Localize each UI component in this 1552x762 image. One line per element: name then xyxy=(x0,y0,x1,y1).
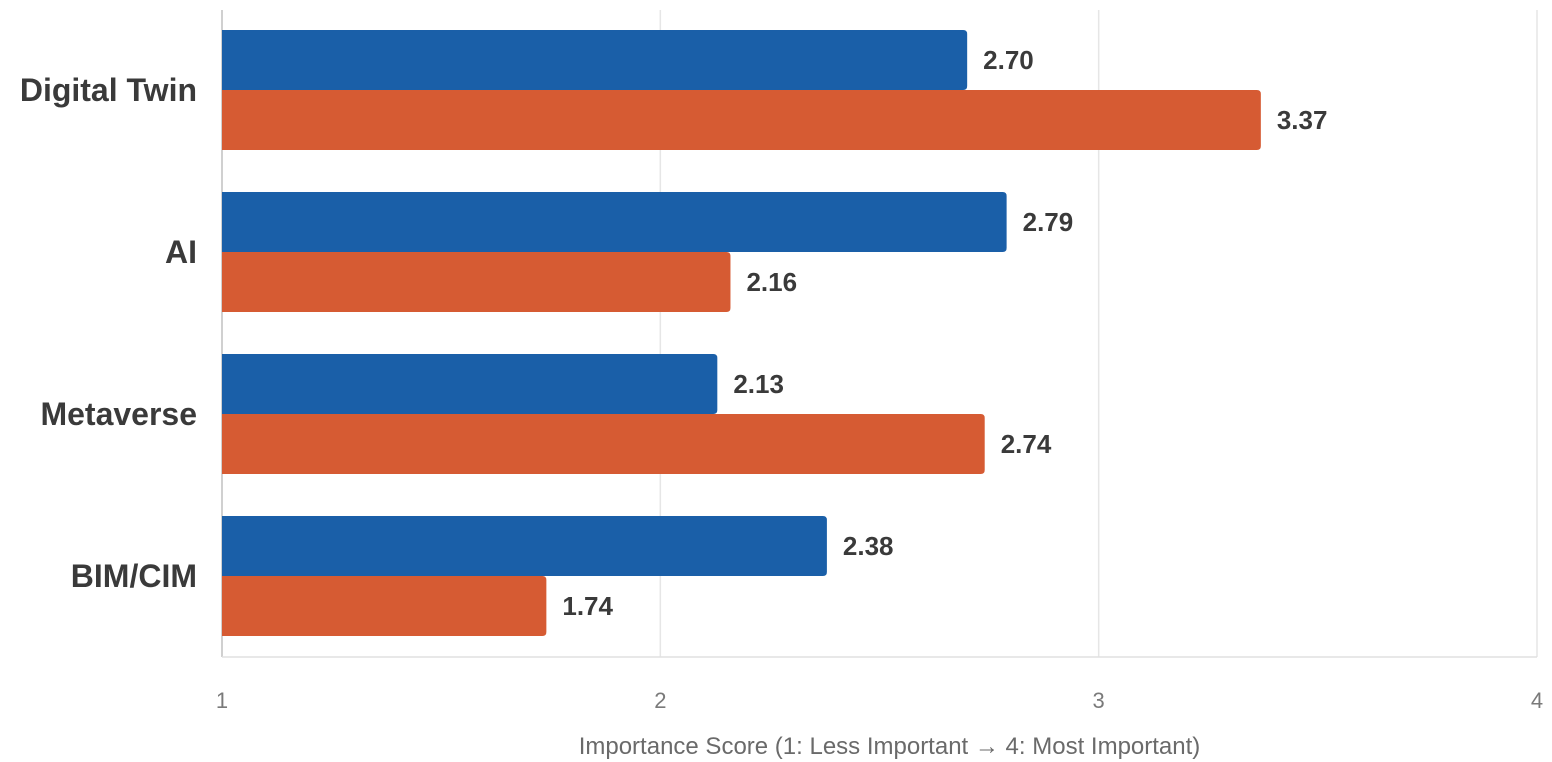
category-label: Digital Twin xyxy=(20,72,197,108)
x-tick-label: 1 xyxy=(216,688,228,713)
category-label: AI xyxy=(165,234,197,270)
value-label: 2.38 xyxy=(843,531,894,561)
bar-metaverse-s2 xyxy=(222,414,985,474)
x-tick-label: 2 xyxy=(654,688,666,713)
value-label: 2.74 xyxy=(1001,429,1052,459)
category-labels: Digital Twin AI Metaverse BIM/CIM xyxy=(20,72,197,594)
x-axis-title: Importance Score (1: Less Important → 4:… xyxy=(579,733,1201,760)
x-tick-label: 4 xyxy=(1531,688,1543,713)
bar-ai-s1 xyxy=(222,192,1007,252)
bar-digital-twin-s1 xyxy=(222,30,968,90)
value-label: 1.74 xyxy=(562,591,613,621)
value-labels: 2.70 3.37 2.79 2.16 2.13 2.74 2.38 1.74 xyxy=(562,45,1327,621)
value-label: 3.37 xyxy=(1277,105,1328,135)
bar-bim-cim-s1 xyxy=(222,516,827,576)
category-label: BIM/CIM xyxy=(71,558,197,594)
bar-bim-cim-s2 xyxy=(222,576,547,636)
value-label: 2.16 xyxy=(746,267,797,297)
bar-metaverse-s1 xyxy=(222,354,718,414)
value-label: 2.79 xyxy=(1023,207,1074,237)
category-label: Metaverse xyxy=(40,396,197,432)
value-label: 2.70 xyxy=(983,45,1034,75)
bars xyxy=(222,30,1261,636)
bar-ai-s2 xyxy=(222,252,731,312)
x-tick-label: 3 xyxy=(1093,688,1105,713)
x-axis-ticks: 1 2 3 4 xyxy=(216,688,1543,713)
value-label: 2.13 xyxy=(733,369,784,399)
bar-digital-twin-s2 xyxy=(222,90,1261,150)
